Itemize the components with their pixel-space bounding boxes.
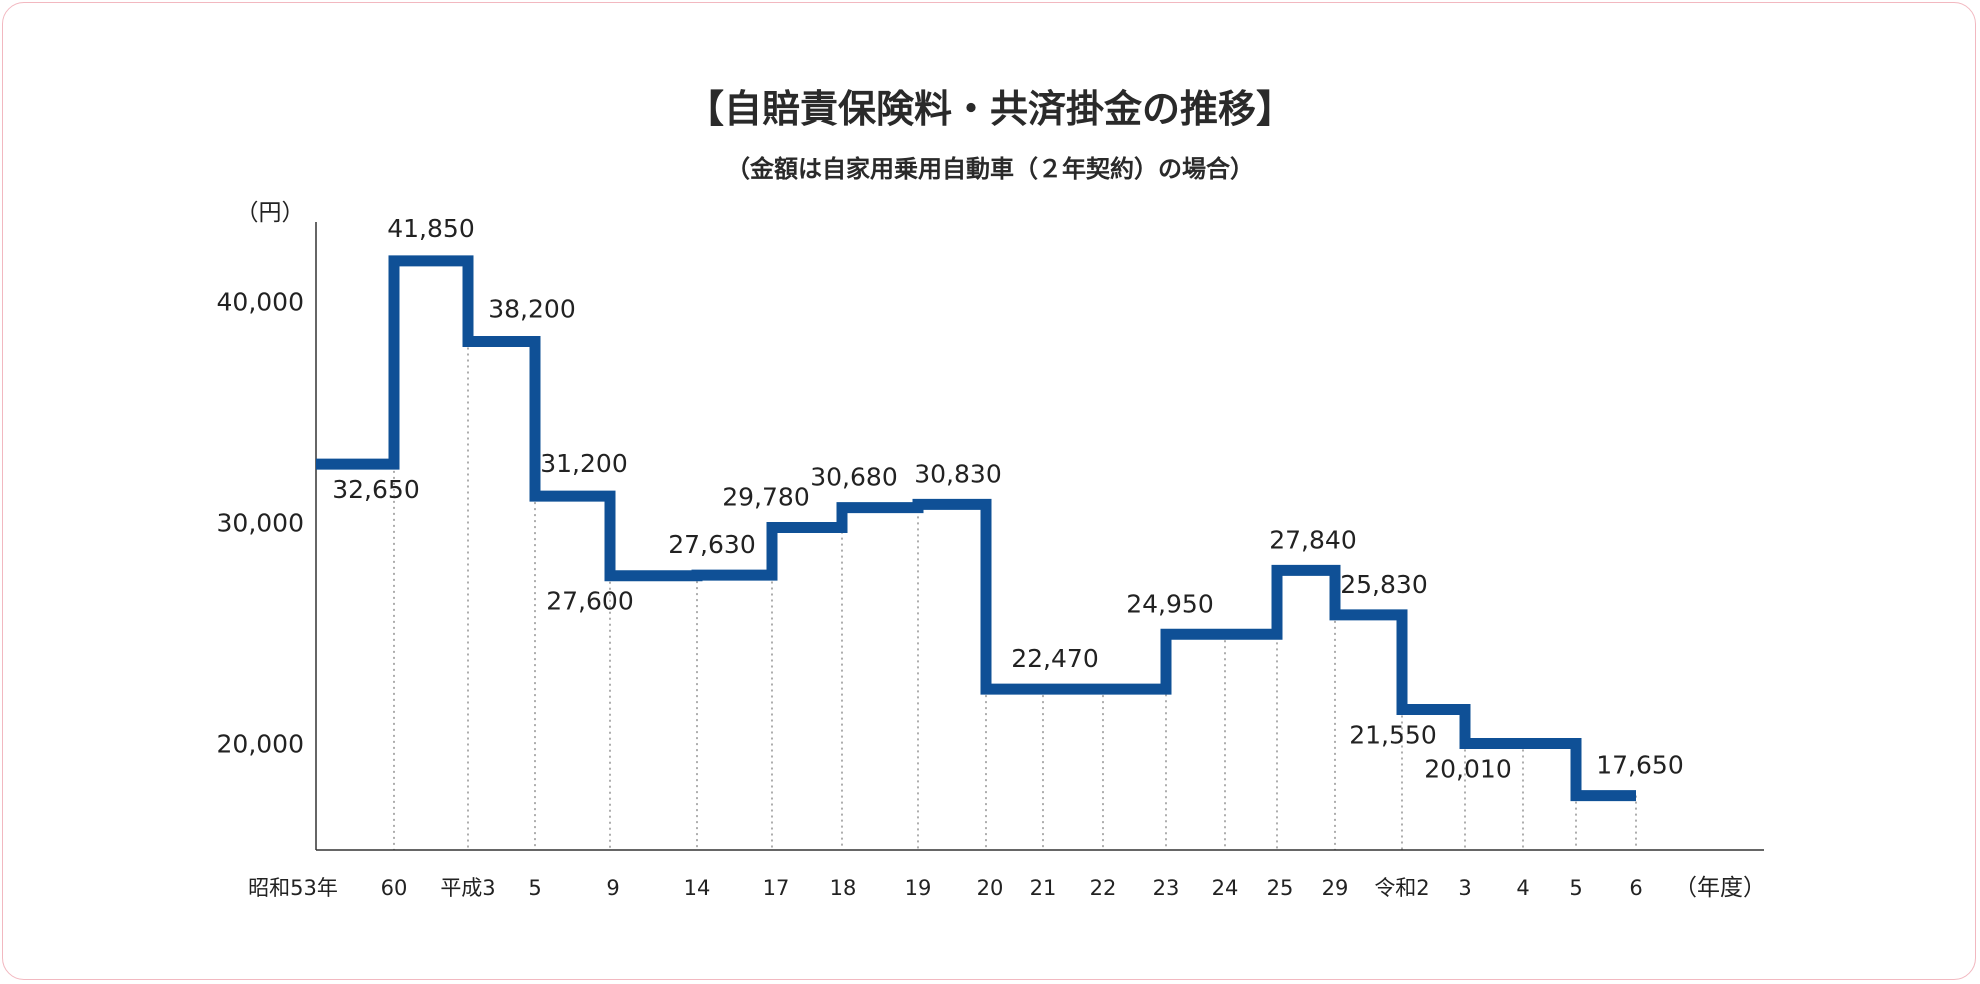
x-tick-label: 21 [1030, 876, 1057, 900]
data-labels: 32,650 41,850 38,200 31,200 27,600 27,630 29,7… [332, 214, 1683, 784]
data-label: 27,630 [668, 530, 755, 559]
x-axis-unit-label: （年度） [1674, 875, 1766, 901]
data-label: 27,840 [1269, 525, 1356, 554]
data-label: 22,470 [1011, 644, 1098, 673]
x-tick-label: 23 [1153, 876, 1180, 900]
guide-lines [393, 260, 1637, 850]
x-tick-label: 9 [606, 876, 619, 900]
data-label: 29,780 [722, 483, 809, 512]
x-tick-label: 昭和53年 [248, 876, 338, 900]
y-tick-label: 40,000 [217, 288, 304, 317]
x-tick-label: 平成3 [440, 876, 495, 900]
x-tick-label: 4 [1516, 876, 1529, 900]
y-tick-label: 30,000 [217, 509, 304, 538]
x-tick-label: 3 [1458, 876, 1471, 900]
x-tick-label: 25 [1267, 876, 1294, 900]
chart-subtitle: （金額は自家用乗用自動車（２年契約）の場合） [726, 155, 1254, 183]
data-label: 41,850 [387, 214, 474, 243]
data-label: 20,010 [1424, 754, 1511, 783]
x-ticks: 昭和53年 60 平成3 5 9 14 17 18 19 20 21 22 23 24 25 29 令和2 3 4 5… [248, 876, 1643, 900]
y-tick-label: 20,000 [217, 730, 304, 759]
x-tick-label: 60 [381, 876, 408, 900]
x-tick-label: 5 [528, 876, 541, 900]
data-label: 27,600 [546, 587, 633, 616]
data-label: 17,650 [1596, 751, 1683, 780]
data-label: 31,200 [540, 449, 627, 478]
x-tick-label: 5 [1569, 876, 1582, 900]
chart-title: 【自賠責保険料・共済掛金の推移】 [686, 87, 1294, 131]
x-tick-label: 29 [1322, 876, 1349, 900]
data-label: 24,950 [1126, 589, 1213, 618]
x-tick-label: 14 [684, 876, 711, 900]
x-tick-label: 20 [977, 876, 1004, 900]
data-label: 32,650 [332, 475, 419, 504]
x-tick-label: 24 [1212, 876, 1239, 900]
series-line [316, 255, 1636, 802]
x-tick-label: 17 [763, 876, 790, 900]
x-tick-label: 令和2 [1374, 876, 1429, 900]
y-axis-unit-label: （円） [236, 200, 305, 226]
x-tick-label: 6 [1629, 876, 1642, 900]
x-tick-label: 18 [830, 876, 857, 900]
y-ticks: 40,000 30,000 20,000 [217, 288, 304, 759]
x-tick-label: 22 [1090, 876, 1117, 900]
data-label: 30,830 [914, 459, 1001, 488]
x-tick-label: 19 [905, 876, 932, 900]
data-label: 21,550 [1349, 720, 1436, 749]
data-label: 30,680 [810, 463, 897, 492]
data-label: 38,200 [488, 294, 575, 323]
data-label: 25,830 [1340, 570, 1427, 599]
